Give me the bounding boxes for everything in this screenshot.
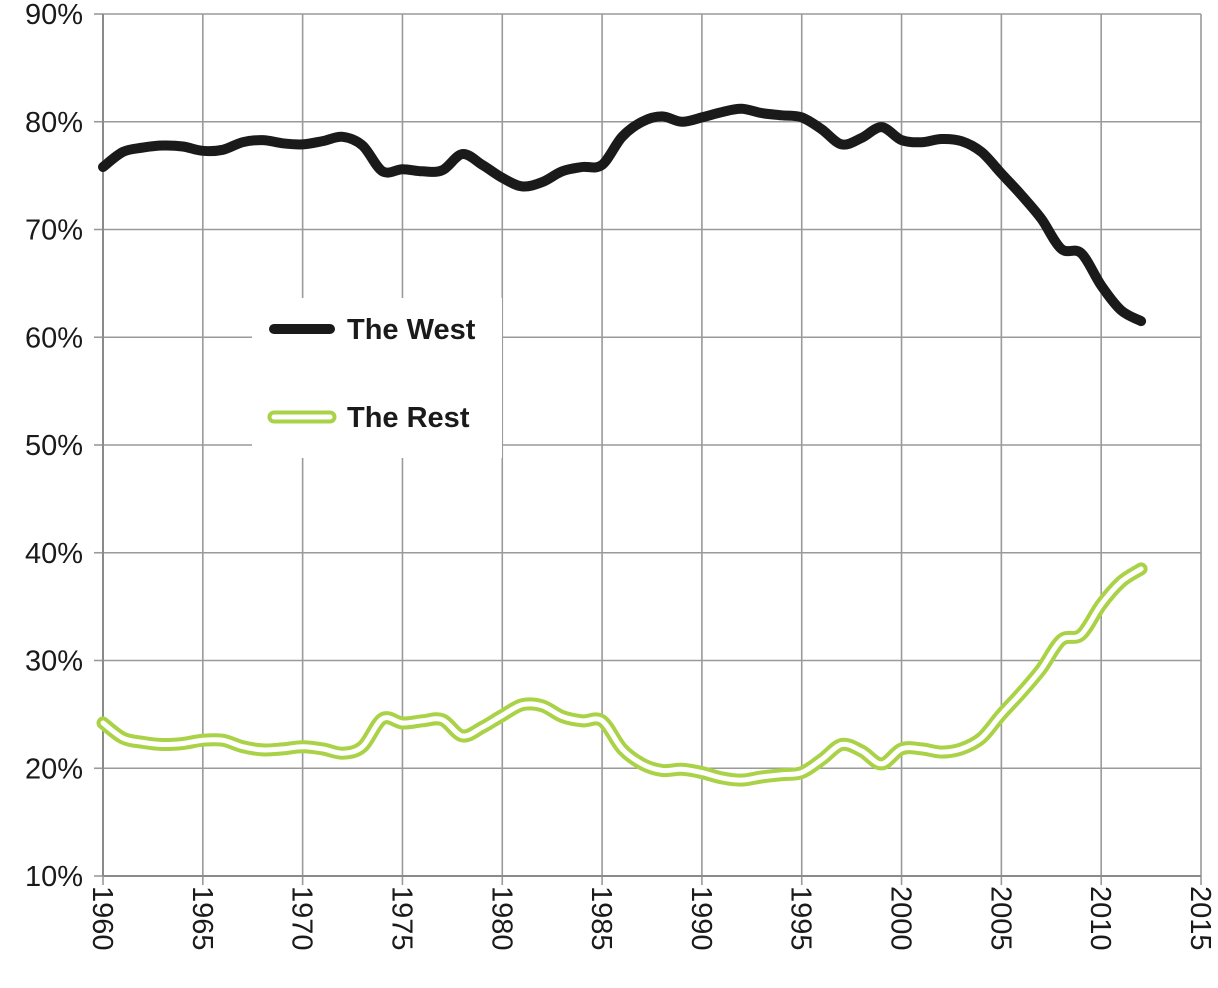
y-tick-label: 30% [25, 646, 83, 678]
series-the-west [98, 103, 1147, 327]
series-lines [96, 103, 1148, 787]
x-tick-label: 2010 [1084, 886, 1116, 951]
series-line-the-west [98, 103, 1147, 327]
legend: The West The Rest [252, 298, 502, 458]
x-tick-label: 1980 [485, 886, 517, 951]
x-tick-label: 2000 [885, 886, 917, 951]
x-tick-label: 1960 [86, 886, 118, 951]
axes [94, 13, 1202, 885]
x-tick-label: 1965 [186, 886, 218, 951]
series-line-inner-the-rest [100, 566, 1144, 783]
y-tick-label: 60% [25, 322, 83, 354]
y-axis-tick-labels: 10% 20% 30% 40% 50% 60% 70% 80% 90% [25, 0, 83, 893]
legend-item-the-rest: The Rest [267, 402, 470, 434]
y-tick-label: 70% [25, 215, 83, 247]
y-tick-label: 20% [25, 753, 83, 785]
x-tick-label: 2015 [1184, 886, 1216, 951]
x-tick-label: 1975 [385, 886, 417, 951]
y-tick-label: 90% [25, 0, 83, 31]
y-tick-label: 40% [25, 538, 83, 570]
y-tick-label: 80% [25, 107, 83, 139]
series-the-rest [96, 562, 1148, 787]
x-tick-label: 1985 [585, 886, 617, 951]
x-tick-label: 1990 [685, 886, 717, 951]
y-tick-label: 10% [25, 861, 83, 893]
y-tick-label: 50% [25, 430, 83, 462]
x-axis-tick-labels: 1960 1965 1970 1975 1980 1985 1990 1995 2000 2005… [86, 886, 1216, 951]
x-tick-label: 2005 [984, 886, 1016, 951]
x-tick-label: 1970 [286, 886, 318, 951]
legend-item-the-west: The West [269, 314, 476, 346]
legend-label-the-rest: The Rest [347, 402, 470, 434]
x-tick-label: 1995 [785, 886, 817, 951]
legend-label-the-west: The West [347, 314, 476, 346]
